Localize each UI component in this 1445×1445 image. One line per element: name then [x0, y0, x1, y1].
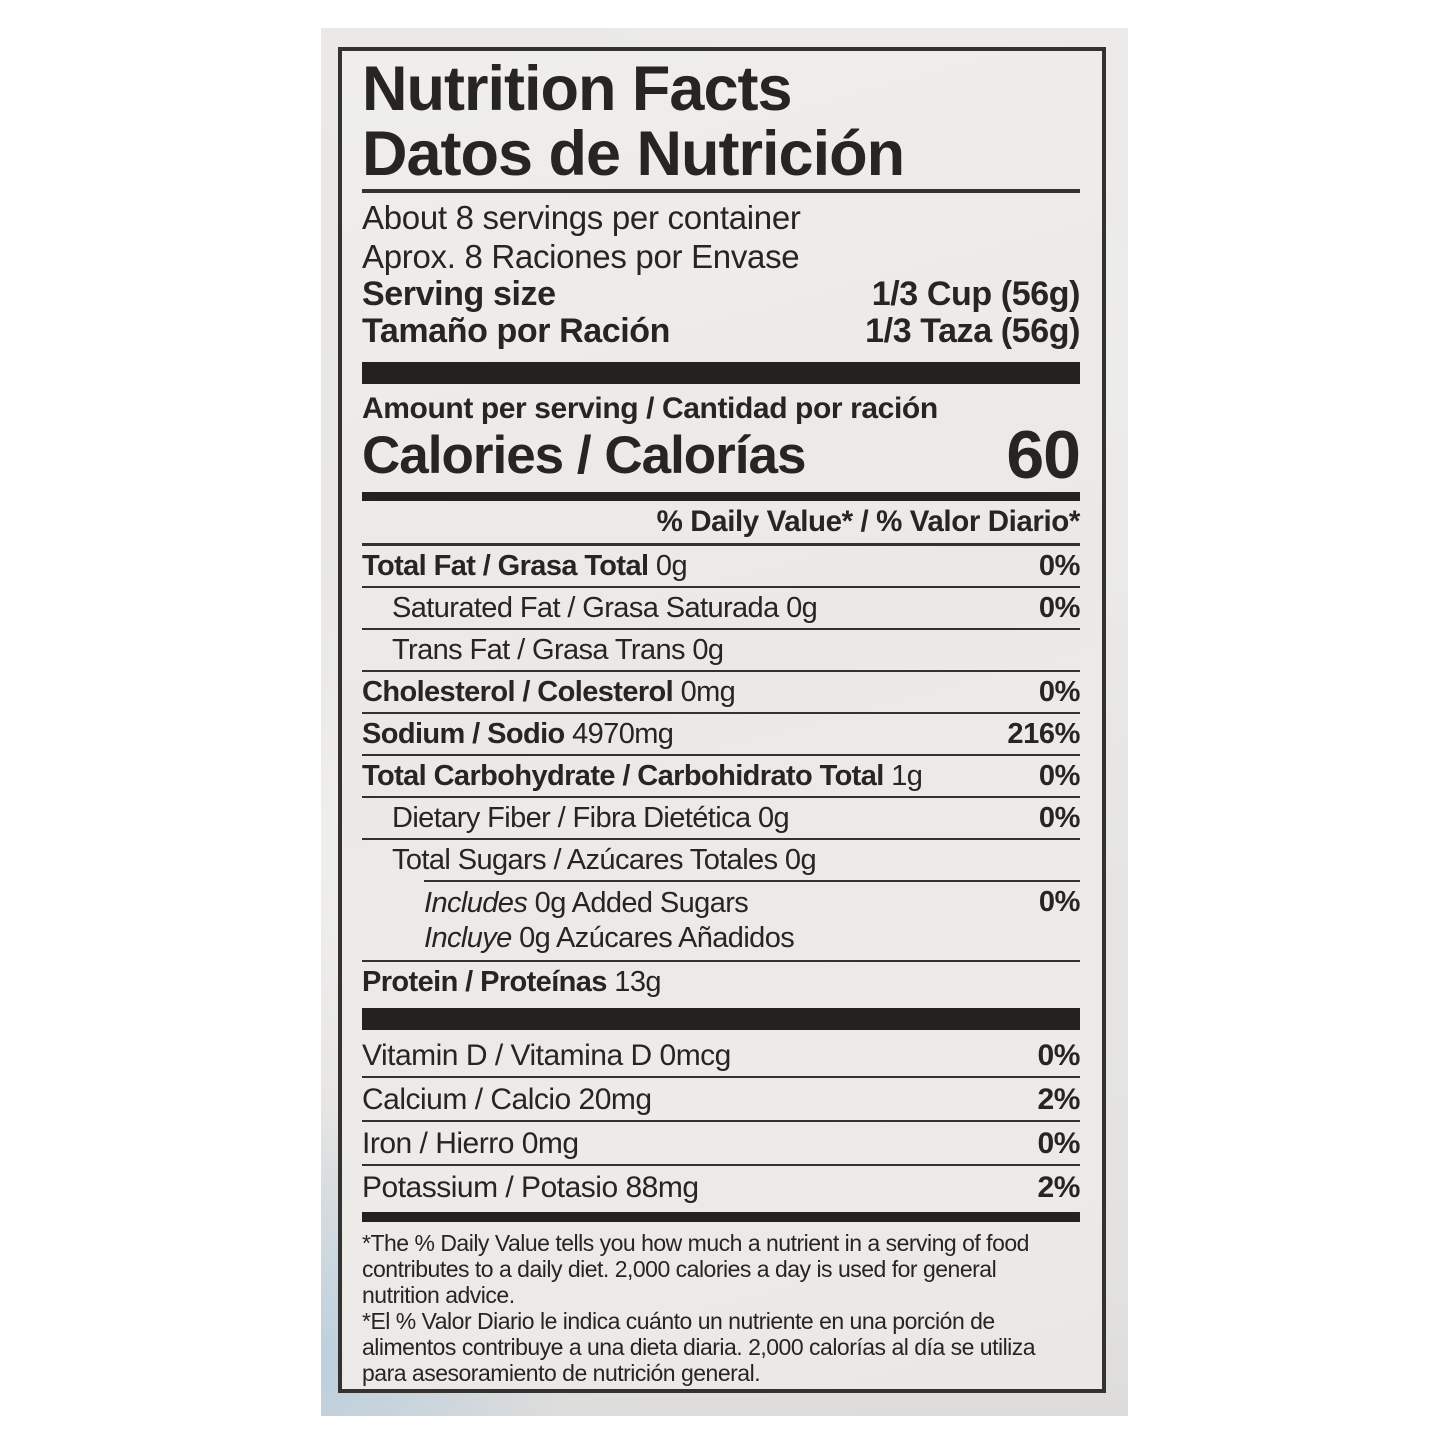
nutrient-name: Saturated Fat / Grasa Saturada 0g	[392, 592, 818, 624]
footnote: *The % Daily Value tells you how much a …	[362, 1230, 1080, 1386]
footnote-line: *El % Valor Diario le indica cuánto un n…	[362, 1308, 995, 1334]
title-es: Datos de Nutrición	[362, 119, 905, 189]
added-sugars-line-en: Includes 0g Added Sugars	[362, 886, 1080, 921]
footnote-line: nutrition advice.	[362, 1282, 515, 1308]
vitamin-name: Vitamin D / Vitamina D 0mcg	[362, 1039, 731, 1072]
divider	[362, 754, 1080, 756]
nutrient-row-total-sugars: Total Sugars / Azúcares Totales 0g	[362, 840, 1080, 880]
package-photo: Nutrition Facts Datos de Nutrición About…	[321, 28, 1128, 1416]
calories-row: Calories / Calorías 60	[362, 417, 1081, 493]
divider	[362, 543, 1080, 546]
nutrient-name: Total Fat / Grasa Total	[362, 550, 649, 582]
nutrient-amount: 13g	[606, 966, 661, 998]
nutrient-name: Dietary Fiber / Fibra Dietética 0g	[392, 802, 790, 834]
divider	[362, 838, 1080, 840]
divider	[362, 796, 1080, 798]
nutrient-row-protein: Protein / Proteínas 13g	[362, 962, 1080, 1002]
vitamin-name: Calcium / Calcio 20mg	[362, 1083, 652, 1116]
divider-under-title	[362, 189, 1080, 193]
nutrient-row-total-carbohydrate: Total Carbohydrate / Carbohidrato Total …	[362, 756, 1080, 796]
serving-size-label-es: Tamaño por Ración	[362, 312, 671, 350]
serving-size-row-es: Tamaño por Ración 1/3 Taza (56g)	[362, 313, 1080, 350]
nutrient-row-saturated-fat: Saturated Fat / Grasa Saturada 0g 0%	[362, 588, 1080, 628]
daily-value: 0%	[1037, 1039, 1080, 1072]
footnote-line: contributes to a daily diet. 2,000 calor…	[362, 1256, 997, 1282]
nutrient-name: Protein / Proteínas	[362, 966, 607, 998]
nutrient-name: Cholesterol / Colesterol	[362, 676, 674, 708]
serving-size-label-en: Serving size	[362, 275, 556, 313]
daily-value: 0%	[1038, 760, 1081, 792]
divider	[362, 1164, 1080, 1166]
divider	[362, 670, 1080, 672]
divider	[362, 628, 1080, 630]
nutrient-amount: 4970mg	[564, 718, 674, 750]
footnote-line: *The % Daily Value tells you how much a …	[362, 1230, 1029, 1256]
servings-per-container-es: Aprox. 8 Raciones por Envase	[362, 238, 800, 275]
nutrient-amount: 0g	[648, 550, 688, 582]
thick-bar-top	[362, 362, 1080, 384]
nutrient-name: Trans Fat / Grasa Trans 0g	[392, 634, 724, 666]
added-sugars-line-es: Incluye 0g Azúcares Añadidos	[362, 921, 1080, 956]
nutrient-row-dietary-fiber: Dietary Fiber / Fibra Dietética 0g 0%	[362, 798, 1080, 838]
daily-value: 0%	[1038, 886, 1081, 918]
nutrient-amount: 1g	[883, 760, 923, 792]
added-sugars-word-en: Includes	[424, 887, 528, 919]
thick-bar-middle	[362, 1008, 1080, 1030]
nutrient-row-added-sugars: Includes 0g Added Sugars Incluye 0g Azúc…	[362, 882, 1080, 960]
footnote-line: alimentos contribuye a una dieta diaria.…	[362, 1334, 1036, 1360]
daily-value: 216%	[1007, 718, 1080, 750]
daily-value: 0%	[1038, 676, 1081, 708]
added-sugars-word-es: Incluye	[424, 922, 512, 954]
daily-value: 0%	[1038, 550, 1081, 582]
nutrient-row-cholesterol: Cholesterol / Colesterol 0mg 0%	[362, 672, 1080, 712]
vitamin-name: Iron / Hierro 0mg	[362, 1127, 579, 1160]
daily-value: 0%	[1037, 1127, 1080, 1160]
serving-size-value-en: 1/3 Cup (56g)	[871, 275, 1081, 313]
divider	[362, 1076, 1080, 1078]
daily-value: 0%	[1038, 592, 1081, 624]
vitamin-row-calcium: Calcium / Calcio 20mg 2%	[362, 1078, 1080, 1120]
divider-indented	[424, 880, 1080, 882]
medium-bar-bottom	[362, 1212, 1080, 1222]
nutrition-facts-label: Nutrition Facts Datos de Nutrición About…	[338, 47, 1106, 1393]
servings-per-container-en: About 8 servings per container	[362, 199, 801, 236]
nutrient-row-total-fat: Total Fat / Grasa Total 0g 0%	[362, 546, 1080, 586]
added-sugars-rest-en: 0g Added Sugars	[527, 887, 749, 919]
vitamin-row-potassium: Potassium / Potasio 88mg 2%	[362, 1166, 1080, 1208]
calories-label: Calories / Calorías	[362, 426, 806, 485]
daily-value: 2%	[1037, 1083, 1080, 1116]
nutrient-name: Total Carbohydrate / Carbohidrato Total	[362, 760, 884, 792]
daily-value: 2%	[1037, 1171, 1080, 1204]
serving-size-value-es: 1/3 Taza (56g)	[865, 312, 1080, 350]
nutrient-name: Sodium / Sodio	[362, 718, 565, 750]
added-sugars-rest-es: 0g Azúcares Añadidos	[511, 922, 795, 954]
vitamin-row-vitamin-d: Vitamin D / Vitamina D 0mcg 0%	[362, 1034, 1080, 1076]
medium-bar-under-calories	[362, 492, 1080, 501]
nutrient-name: Total Sugars / Azúcares Totales 0g	[392, 844, 817, 876]
nutrient-row-trans-fat: Trans Fat / Grasa Trans 0g	[362, 630, 1080, 670]
vitamin-row-iron: Iron / Hierro 0mg 0%	[362, 1122, 1080, 1164]
vitamin-name: Potassium / Potasio 88mg	[362, 1171, 699, 1204]
amount-per-serving: Amount per serving / Cantidad por ración	[362, 392, 938, 425]
serving-size-row-en: Serving size 1/3 Cup (56g)	[362, 276, 1080, 313]
divider	[362, 1120, 1080, 1122]
title-en: Nutrition Facts	[362, 54, 793, 124]
daily-value: 0%	[1038, 802, 1081, 834]
divider	[362, 960, 1080, 962]
divider	[362, 712, 1080, 714]
calories-value: 60	[1006, 417, 1081, 493]
nutrient-row-sodium: Sodium / Sodio 4970mg 216%	[362, 714, 1080, 754]
footnote-line: para asesoramiento de nutrición general.	[362, 1360, 761, 1386]
daily-value-header: % Daily Value* / % Valor Diario*	[656, 505, 1081, 538]
divider	[362, 586, 1080, 588]
nutrient-amount: 0mg	[673, 676, 736, 708]
